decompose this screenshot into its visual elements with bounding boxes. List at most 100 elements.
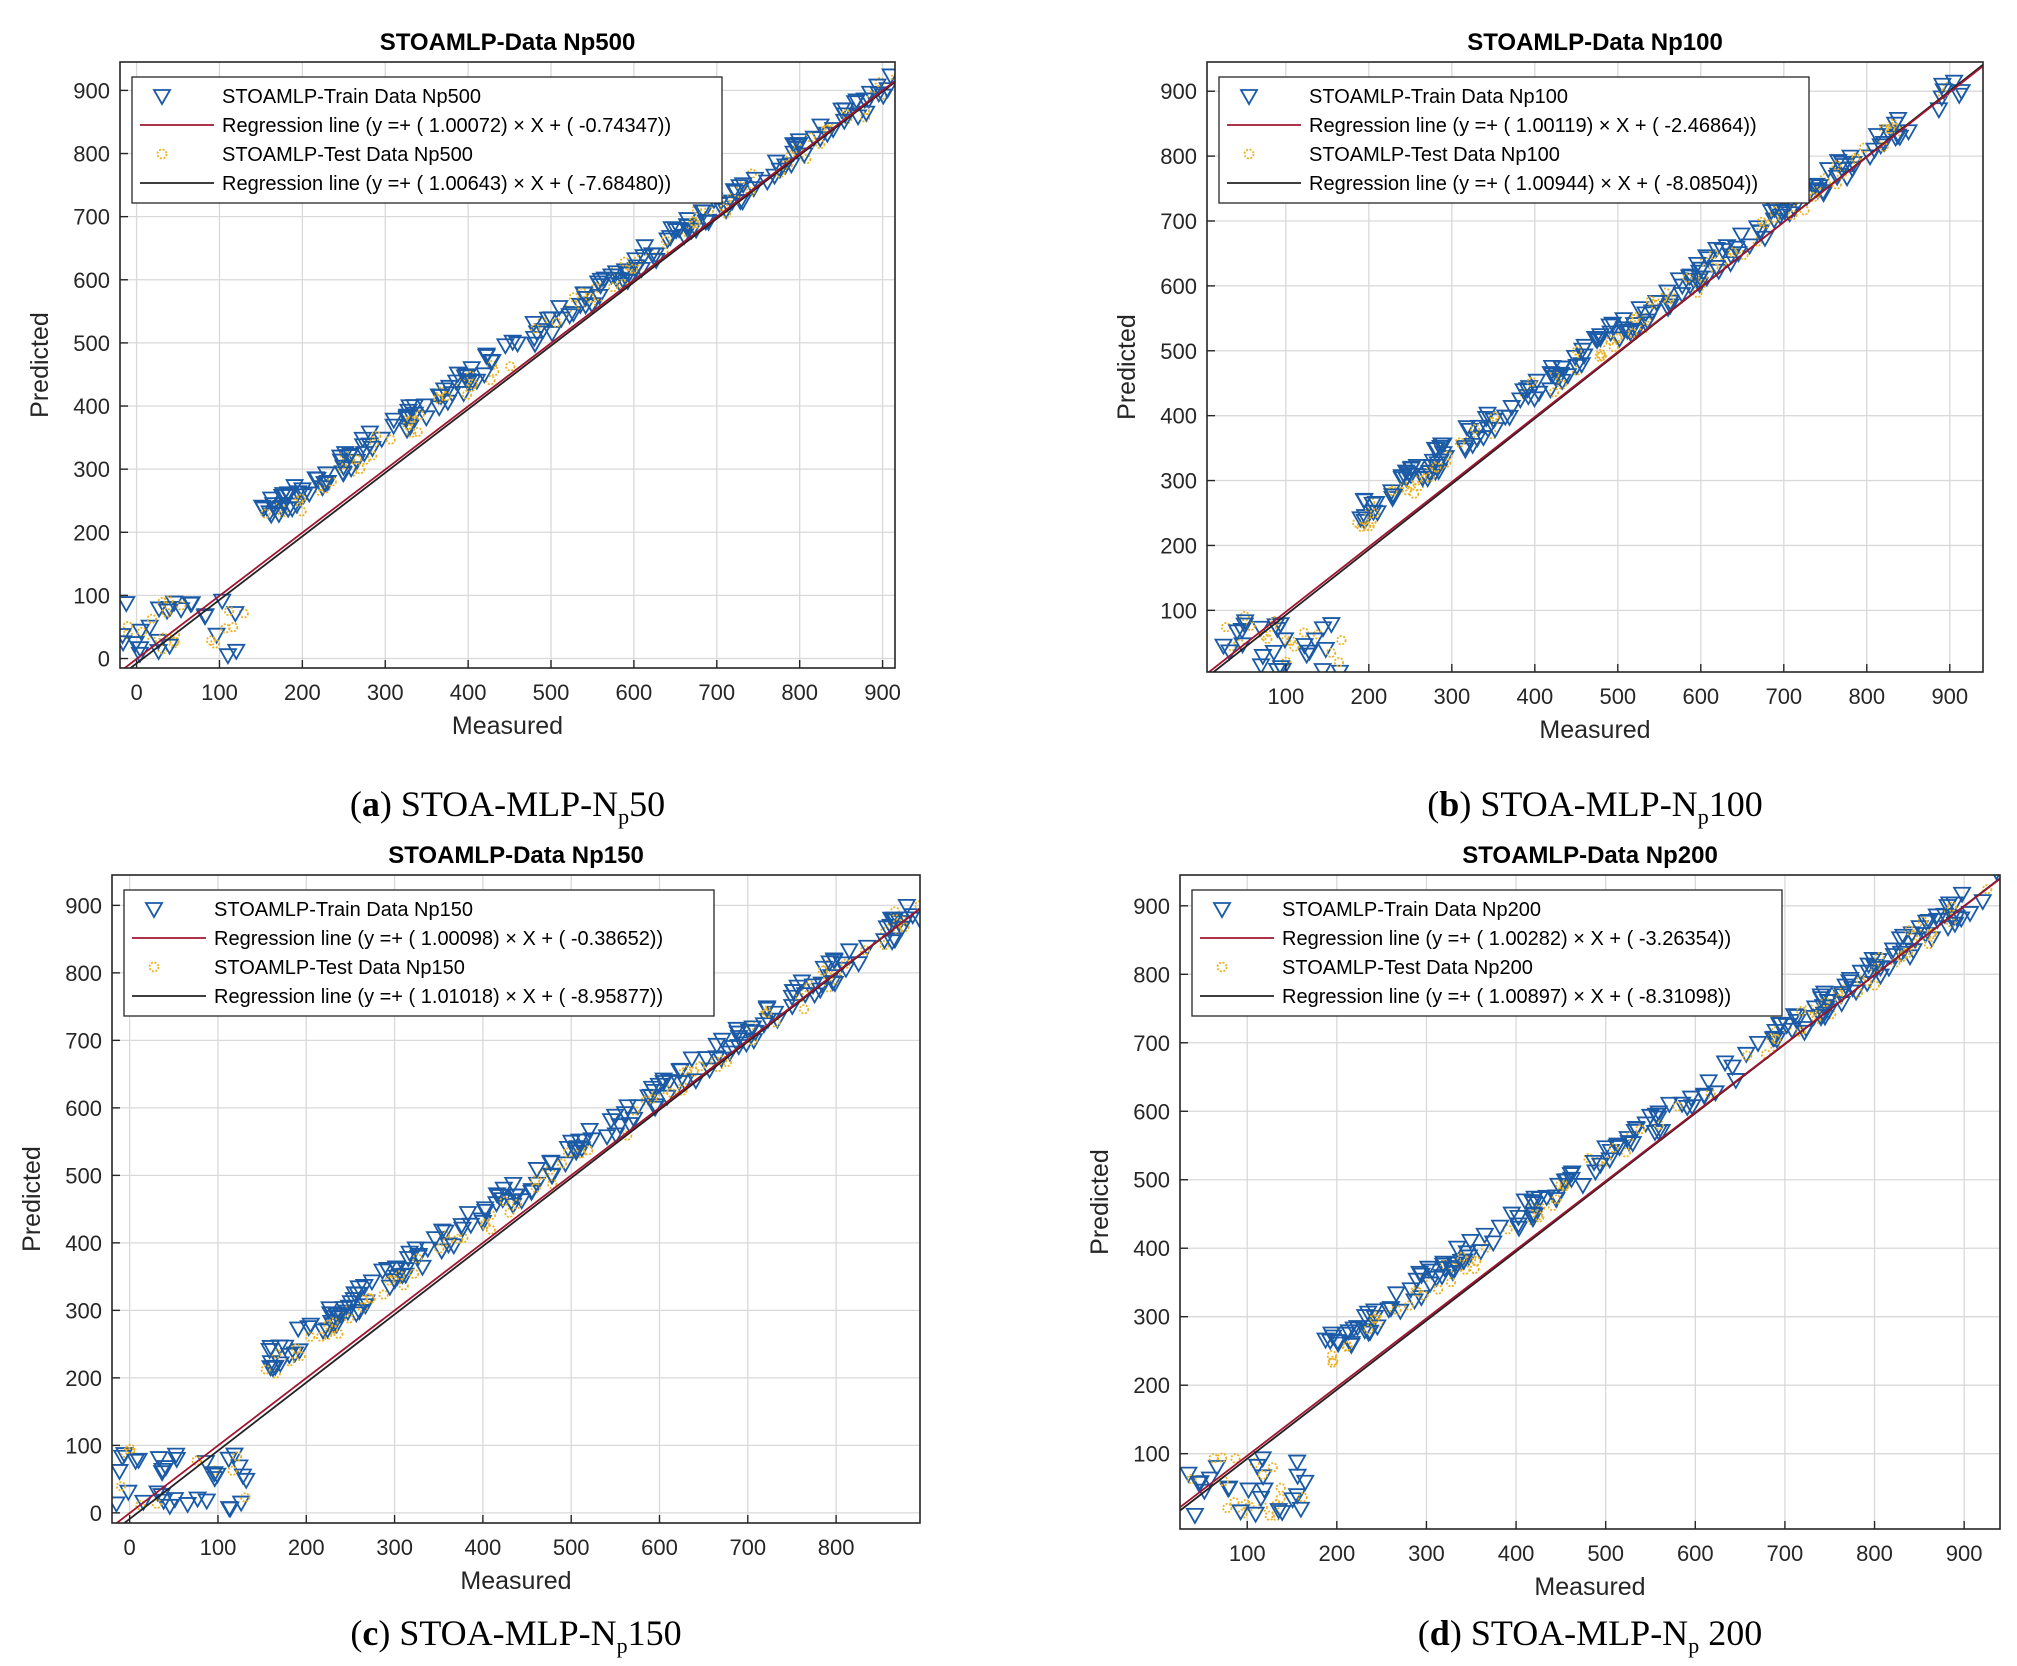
chart-a-train-point (867, 78, 887, 96)
chart-d-train-point (1508, 1217, 1529, 1235)
chart-b-test-point (1727, 247, 1738, 258)
chart-a-train-point (438, 394, 458, 412)
chart-a-train-point (533, 323, 553, 340)
chart-d-test-point (1770, 1034, 1782, 1045)
chart-d-test-point (1257, 1469, 1268, 1481)
chart-d-train-point (1893, 928, 1913, 946)
chart-a-test-point (122, 621, 133, 632)
chart-d-train-point (1810, 1008, 1830, 1026)
chart-b-test-point (1608, 341, 1619, 353)
chart-c-train-point (380, 1279, 400, 1297)
chart-b-train-point (1473, 430, 1493, 447)
chart-a-test-point (385, 434, 396, 445)
chart-a-test-point (486, 360, 498, 371)
chart-b-legend-box (1218, 76, 1810, 204)
chart-c-train-point (289, 1343, 310, 1361)
chart-c-test-point (124, 1446, 136, 1458)
chart-a-train-point (549, 300, 569, 317)
chart-b-train-point (1235, 614, 1255, 632)
chart-a-test-point (295, 493, 307, 504)
chart-b-ytick-label: 900 (1160, 79, 1197, 104)
chart-d-regression-train-line (1180, 878, 2000, 1509)
chart-c-train-point (696, 1051, 716, 1068)
chart-d-train-point (1291, 1501, 1311, 1519)
chart-d-train-point (1379, 1302, 1399, 1319)
chart-b-test-point (1469, 423, 1480, 434)
chart-a-axes-box (119, 61, 896, 669)
chart-d-test-point (1403, 1300, 1415, 1311)
chart-b-legend-label: STOAMLP-Test Data Np100 (1309, 144, 1560, 166)
chart-d-train-point (1207, 1460, 1227, 1477)
chart-b-test-point (1280, 635, 1292, 646)
chart-d-test-point (1982, 884, 1993, 895)
chart-a-train-point (524, 315, 544, 333)
chart-d-train-point (1433, 1257, 1453, 1275)
chart-b-ytick-label: 800 (1160, 144, 1197, 169)
chart-c-legend-box (123, 889, 715, 1017)
chart-a-ytick-label: 100 (73, 583, 110, 608)
chart-b-train-point (1867, 128, 1887, 145)
chart-a-ytick-label: 800 (73, 142, 110, 167)
chart-b-test-point (1808, 191, 1820, 203)
chart-b-xtick-label: 800 (1848, 684, 1885, 709)
chart-a-legend-train-marker (152, 89, 172, 106)
chart-c-train-point (224, 1447, 244, 1465)
chart-a-train-point (662, 221, 682, 239)
chart-d-train-point (1763, 1031, 1783, 1049)
chart-d-train-point (1344, 1321, 1364, 1339)
chart-d-train-point (1649, 1105, 1669, 1123)
chart-d-train-point (1460, 1233, 1480, 1251)
chart-c-train-point (458, 1206, 478, 1223)
chart-c-train-point (885, 932, 905, 950)
chart-b-train-point (1519, 380, 1539, 397)
chart-a-train-point (619, 266, 639, 284)
chart-d-train-point (1254, 1482, 1274, 1500)
chart-c-train-point (494, 1181, 514, 1199)
chart-d-test-point (1870, 963, 1881, 974)
chart-c-xtick-label: 100 (200, 1535, 237, 1560)
chart-b-train-point (1574, 348, 1594, 366)
chart-b-legend-label: Regression line (y =+ ( 1.00119) × X + (… (1309, 115, 1757, 137)
chart-d-train-point (1609, 1140, 1630, 1157)
chart-a-train-point (789, 137, 809, 154)
chart-a-xlabel: Measured (452, 712, 563, 740)
chart-b-test-point (1408, 488, 1420, 499)
chart-d-train-point (1404, 1293, 1425, 1311)
chart-a-ytick-label: 700 (73, 205, 110, 230)
chart-c-ytick-label: 600 (65, 1096, 102, 1121)
chart-c-test-point (363, 1292, 375, 1304)
chart-b-test-point (1594, 351, 1605, 362)
chart-d-train-point (1652, 1124, 1672, 1141)
chart-c-train-point (597, 1129, 617, 1147)
chart-d-test-point (1926, 927, 1938, 938)
chart-c-ylabel: Predicted (18, 1146, 46, 1252)
chart-b-test-point (1629, 314, 1640, 325)
chart-b-train-point (1227, 624, 1247, 642)
chart-c-train-point (649, 1077, 669, 1095)
chart-c-axes-box (111, 874, 921, 1524)
chart-d-xtick-label: 700 (1767, 1541, 1804, 1566)
chart-d-legend: STOAMLP-Train Data Np200 Regression line … (1191, 889, 1783, 1017)
chart-b-test-point (1387, 485, 1398, 496)
chart-b-test-point (1756, 216, 1767, 227)
chart-c-train-point (341, 1295, 361, 1312)
chart-c-train-point (178, 1497, 198, 1514)
chart-c-train-point (601, 1113, 621, 1130)
chart-d-test-point (1897, 951, 1908, 962)
chart-b-train-point (1601, 325, 1621, 343)
chart-c-train-point (743, 1020, 763, 1038)
chart-b-train-point (1842, 161, 1863, 179)
chart-a-legend-test-marker (156, 148, 168, 160)
chart-a-train-point (339, 449, 359, 466)
chart-a-train-point (856, 105, 876, 123)
chart-b-test-point (1884, 123, 1896, 135)
chart-b-train-point (1885, 116, 1905, 134)
chart-a-test-point (367, 450, 378, 461)
chart-a-xtick-label: 200 (284, 680, 321, 705)
chart-a-test-point (607, 282, 619, 293)
chart-b-ytick-label: 100 (1160, 598, 1197, 623)
chart-c-train-point (288, 1321, 308, 1339)
chart-c-train-point (558, 1140, 578, 1158)
chart-c-test-point (479, 1218, 491, 1229)
chart-b-train-point (1396, 471, 1416, 489)
